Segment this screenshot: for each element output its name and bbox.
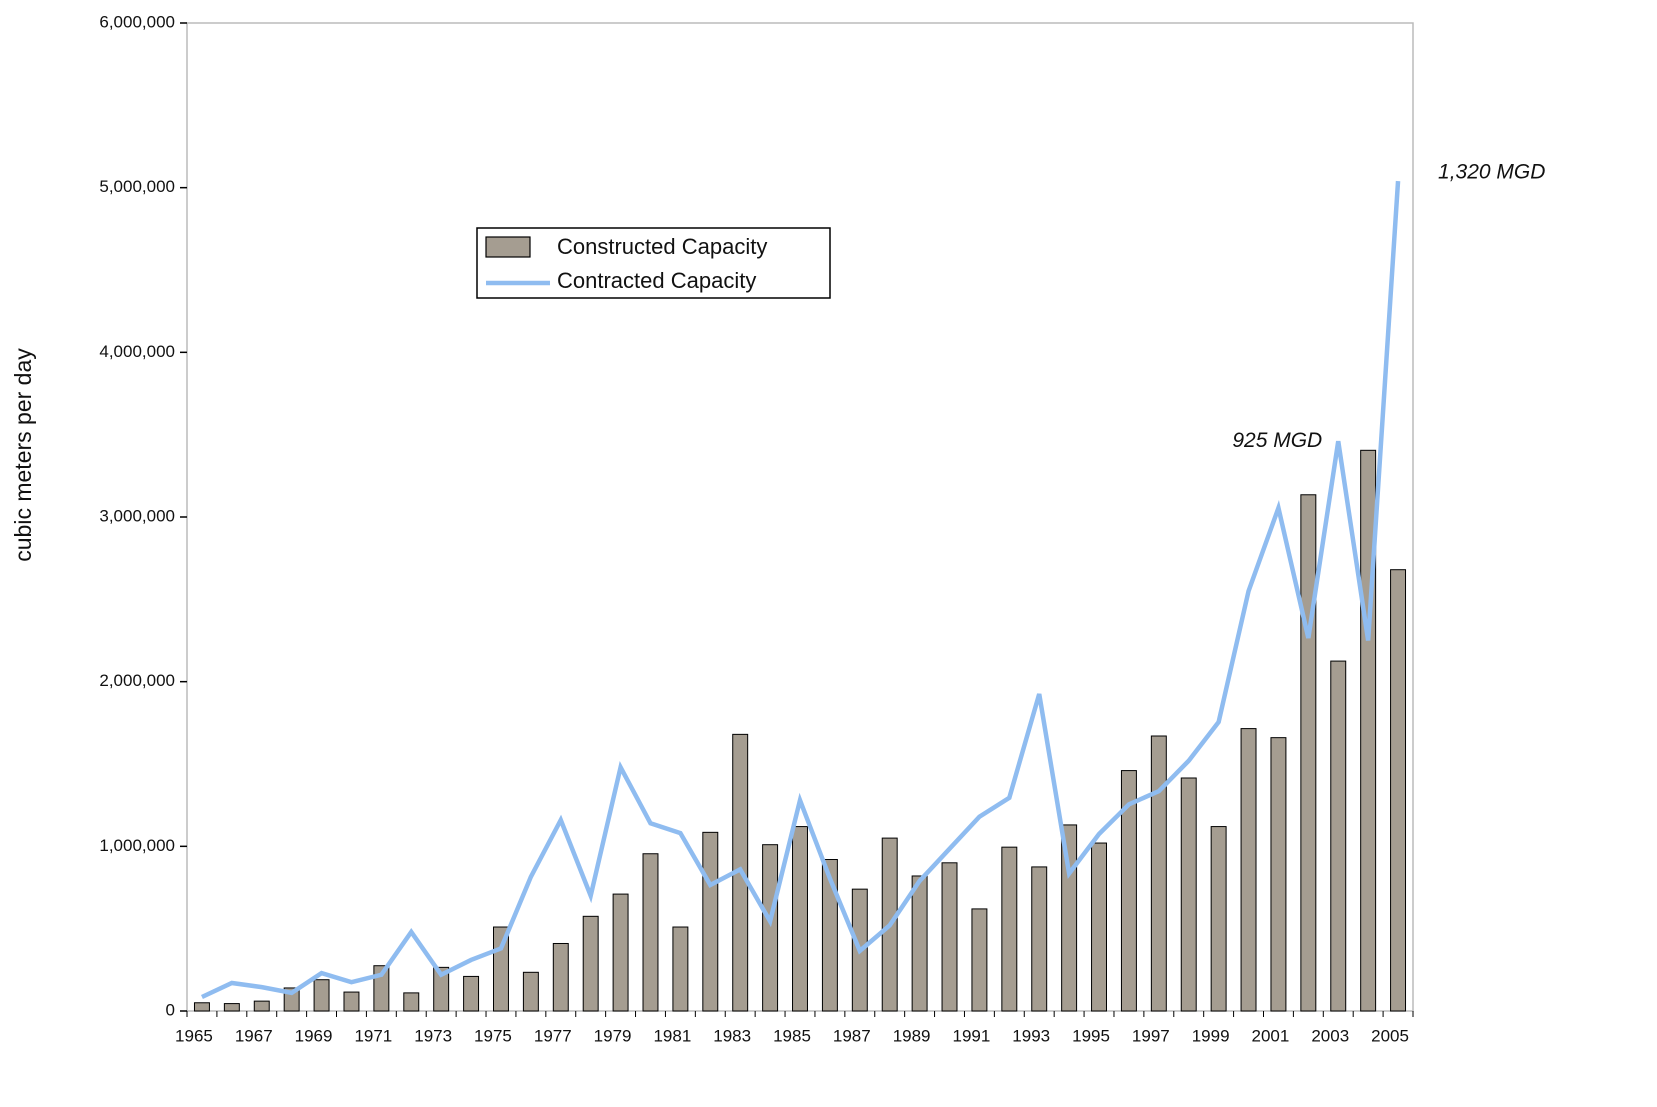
legend-swatch xyxy=(485,236,531,258)
y-tick-label: 1,000,000 xyxy=(99,836,175,855)
bar xyxy=(193,1002,210,1012)
bar xyxy=(1300,494,1317,1012)
x-tick-label: 1973 xyxy=(414,1026,452,1045)
bar xyxy=(1330,660,1347,1012)
bar xyxy=(552,942,569,1012)
legend-label: Constructed Capacity xyxy=(557,234,767,259)
x-tick-label: 1989 xyxy=(893,1026,931,1045)
x-tick-label: 1987 xyxy=(833,1026,871,1045)
bar xyxy=(1120,770,1137,1012)
x-tick-label: 1995 xyxy=(1072,1026,1110,1045)
x-tick-label: 2001 xyxy=(1252,1026,1290,1045)
bar xyxy=(343,991,360,1012)
x-tick-label: 1979 xyxy=(594,1026,632,1045)
bar xyxy=(582,915,599,1012)
bar xyxy=(1001,846,1018,1012)
x-tick-label: 1969 xyxy=(295,1026,333,1045)
x-tick-label: 1971 xyxy=(354,1026,392,1045)
bar xyxy=(1091,842,1108,1012)
bar xyxy=(463,975,480,1012)
bar xyxy=(1150,735,1167,1012)
bar xyxy=(642,853,659,1012)
bar xyxy=(1240,728,1257,1012)
annotation: 925 MGD xyxy=(1232,429,1322,452)
bar xyxy=(522,971,539,1012)
x-tick-label: 2003 xyxy=(1311,1026,1349,1045)
x-tick-label: 1985 xyxy=(773,1026,811,1045)
bar xyxy=(1210,826,1227,1012)
x-tick-label: 1967 xyxy=(235,1026,273,1045)
bar xyxy=(313,979,330,1012)
bar xyxy=(941,862,958,1012)
bar xyxy=(1180,777,1197,1012)
bar xyxy=(223,1003,240,1012)
bar xyxy=(821,859,838,1012)
bar xyxy=(253,1000,270,1012)
annotation: 1,320 MGD xyxy=(1438,161,1545,184)
x-tick-label: 1975 xyxy=(474,1026,512,1045)
bar xyxy=(672,926,689,1012)
bar xyxy=(702,831,719,1012)
y-tick-label: 2,000,000 xyxy=(99,671,175,690)
x-tick-label: 1981 xyxy=(653,1026,691,1045)
bar xyxy=(1270,737,1287,1012)
bar xyxy=(1031,866,1048,1012)
bar xyxy=(911,875,928,1012)
x-tick-label: 1977 xyxy=(534,1026,572,1045)
legend-box xyxy=(476,227,831,299)
x-tick-label: 1993 xyxy=(1012,1026,1050,1045)
x-tick-label: 2005 xyxy=(1371,1026,1409,1045)
y-tick-label: 3,000,000 xyxy=(99,506,175,525)
y-tick-label: 5,000,000 xyxy=(99,177,175,196)
x-tick-label: 1965 xyxy=(175,1026,213,1045)
legend-label: Contracted Capacity xyxy=(557,268,756,293)
bar xyxy=(792,826,808,1012)
bar xyxy=(433,966,450,1012)
y-tick-label: 6,000,000 xyxy=(99,12,175,31)
y-tick-label: 4,000,000 xyxy=(99,342,175,361)
bar xyxy=(1390,569,1407,1012)
x-tick-label: 1991 xyxy=(953,1026,991,1045)
x-tick-label: 1983 xyxy=(713,1026,751,1045)
line xyxy=(200,180,1401,1000)
x-tick-label: 1997 xyxy=(1132,1026,1170,1045)
y-tick-label: 0 xyxy=(166,1000,175,1019)
bar xyxy=(762,844,779,1012)
x-tick-label: 1999 xyxy=(1192,1026,1230,1045)
bar xyxy=(612,893,629,1012)
bar xyxy=(971,908,988,1012)
y-axis-label: cubic meters per day xyxy=(10,348,36,562)
bar xyxy=(403,992,420,1012)
